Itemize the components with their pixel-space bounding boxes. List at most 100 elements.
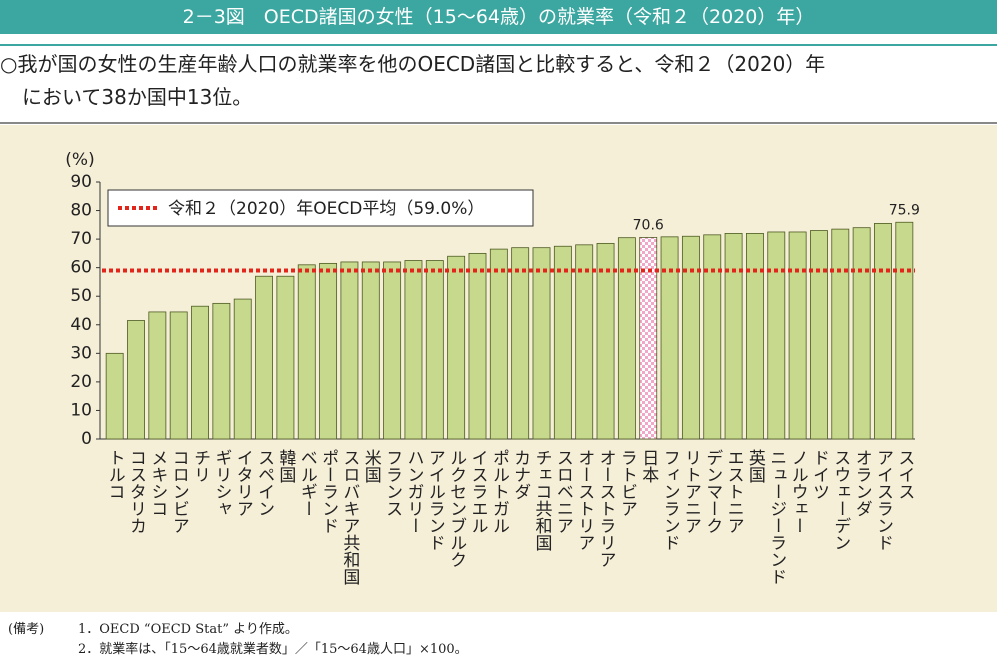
y-axis-label: (%) <box>65 150 94 170</box>
bar <box>212 302 231 440</box>
x-tick-label: イタリア <box>233 449 253 517</box>
bar <box>447 255 466 440</box>
summary-line: ○我が国の女性の生産年齢人口の就業率を他のOECD諸国と比較すると、令和２（20… <box>0 52 826 76</box>
x-tick-label: 米国 <box>361 449 382 483</box>
bar <box>127 320 145 440</box>
x-tick-label: オランダ <box>852 449 872 517</box>
bar <box>361 261 380 440</box>
y-tick-label: 60 <box>70 258 92 278</box>
bar <box>639 236 658 440</box>
notes-label: (備考) <box>8 622 45 637</box>
bar <box>703 234 722 440</box>
x-tick-label: コロンビア <box>169 449 189 534</box>
bar <box>297 264 316 440</box>
rule <box>0 122 997 124</box>
x-tick-label: オーストラリア <box>596 449 616 568</box>
bar <box>511 247 530 440</box>
bar <box>852 227 871 440</box>
notes: (備考) 1．OECD “OECD Stat” より作成。 2．就業率は、「15… <box>8 620 468 657</box>
x-tick-label: フランス <box>382 449 402 517</box>
note: 1．OECD “OECD Stat” より作成。 <box>78 622 298 637</box>
x-tick-label: ハンガリー <box>403 449 423 534</box>
x-tick-label: ポルトガル <box>489 449 509 534</box>
bar <box>340 261 359 440</box>
x-tick-label: トルコ <box>105 449 125 500</box>
x-tick-label: チリ <box>190 449 210 483</box>
bar <box>148 311 167 440</box>
value-label: 75.9 <box>889 202 920 218</box>
bar <box>169 311 188 440</box>
summary-line: において38か国中13位。 <box>22 85 253 109</box>
x-tick-label: リトアニア <box>681 449 701 534</box>
bar <box>255 275 274 440</box>
x-tick-label: イスラエル <box>467 449 487 534</box>
bar <box>319 262 338 440</box>
x-tick-label: オーストリア <box>574 449 594 551</box>
x-tick-label: 英国 <box>745 449 766 483</box>
x-tick-label: アイルランド <box>425 449 445 551</box>
bar <box>383 261 402 440</box>
y-tick-label: 30 <box>70 343 92 363</box>
bar <box>191 305 209 440</box>
bar <box>681 235 700 440</box>
x-tick-label: ドイツ <box>809 449 829 500</box>
x-tick-label: ノルウェー <box>788 449 808 534</box>
y-tick-label: 40 <box>70 315 92 335</box>
y-tick-label: 70 <box>70 229 92 249</box>
bar <box>874 223 892 440</box>
bar <box>895 221 914 440</box>
bar <box>788 231 807 440</box>
note: 2．就業率は、「15～64歳就業者数」／「15～64歳人口」×100。 <box>78 642 468 657</box>
x-tick-label: 日本 <box>638 449 659 483</box>
bar <box>617 237 636 440</box>
bar <box>660 236 679 440</box>
y-tick-label: 80 <box>70 201 92 221</box>
bar <box>553 245 572 440</box>
bar <box>404 260 423 440</box>
chart: (%) 0 10 20 30 40 50 60 70 80 90 トルコ コスタリカ メキシコ コロンビア… <box>0 125 997 612</box>
x-tick-label: スウェーデン <box>830 449 850 551</box>
bar <box>532 247 551 440</box>
bar <box>233 298 252 440</box>
x-tick-label: ベルギー <box>297 449 317 517</box>
bar <box>724 233 743 440</box>
x-tick-label: スペイン <box>254 449 274 517</box>
x-tick-label: ラトビア <box>617 449 637 517</box>
y-tick-label: 20 <box>70 372 92 392</box>
header-title: 2－3図 OECD諸国の女性（15～64歳）の就業率（令和２（2020）年） <box>0 0 997 34</box>
x-tick-label: コスタリカ <box>126 449 146 534</box>
bar <box>810 230 828 440</box>
bar <box>425 260 444 440</box>
x-tick-label: ポーランド <box>318 449 338 534</box>
x-tick-label: チェコ共和国 <box>532 449 553 551</box>
x-tick-label: デンマーク <box>702 449 722 534</box>
y-tick-label: 50 <box>70 286 92 306</box>
x-tick-label: 韓国 <box>275 449 296 483</box>
bar <box>767 231 786 440</box>
bar <box>489 248 508 440</box>
x-tick-label: フィンランド <box>660 449 680 551</box>
bar <box>745 233 764 440</box>
y-tick-label: 10 <box>70 400 92 420</box>
x-tick-label: スイス <box>894 449 914 500</box>
legend-box <box>107 189 534 227</box>
y-tick-label: 90 <box>70 172 92 192</box>
y-tick-label: 0 <box>81 429 92 449</box>
bar <box>468 252 487 440</box>
bar <box>831 228 850 440</box>
bar <box>596 242 615 440</box>
x-tick-label: ニュージーランド <box>766 449 786 585</box>
x-tick-label: エストニア <box>724 449 744 534</box>
x-tick-label: アイスランド <box>873 449 893 551</box>
legend-label: 令和２（2020）年OECD平均（59.0%） <box>168 199 484 219</box>
notes-items: 1．OECD “OECD Stat” より作成。 2．就業率は、「15～64歳就… <box>78 620 468 660</box>
x-tick-label: ギリシャ <box>211 449 231 517</box>
x-tick-label: ルクセンブルク <box>446 449 466 568</box>
x-tick-label: カナダ <box>510 449 530 500</box>
x-tick-label: スロバキア共和国 <box>339 449 360 585</box>
x-tick-label: スロベニア <box>553 449 573 534</box>
bar <box>575 244 594 440</box>
x-tick-label: メキシコ <box>147 449 167 517</box>
bar <box>105 352 124 440</box>
